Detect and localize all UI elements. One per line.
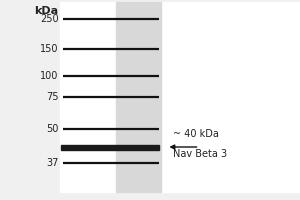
Text: 100: 100	[40, 71, 58, 81]
Text: kDa: kDa	[34, 6, 58, 16]
Bar	[116, 2, 160, 192]
Text: 50: 50	[46, 124, 59, 134]
Text: 37: 37	[46, 158, 59, 168]
Text: 75: 75	[46, 92, 58, 102]
Text: Nav Beta 3: Nav Beta 3	[172, 149, 226, 159]
Bar	[61, 144, 159, 150]
Text: 250: 250	[40, 14, 59, 24]
Text: ~ 40 kDa: ~ 40 kDa	[172, 129, 218, 139]
Bar	[60, 2, 300, 192]
Text: 150: 150	[40, 44, 59, 54]
